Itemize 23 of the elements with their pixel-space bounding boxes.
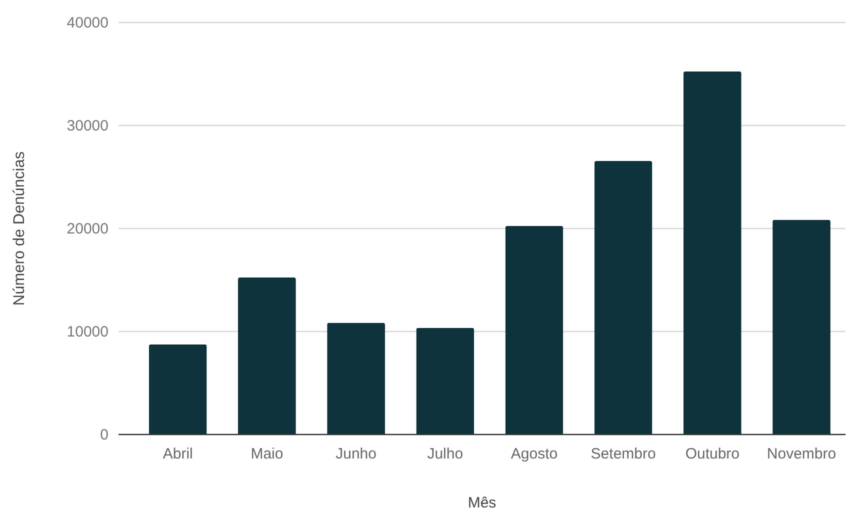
bar	[416, 328, 474, 434]
x-tick-label: Outubro	[685, 446, 740, 462]
x-tick-label: Julho	[427, 446, 464, 462]
bar	[505, 226, 564, 434]
y-tick-label: 30000	[66, 118, 108, 134]
bar	[238, 277, 296, 434]
bar	[683, 71, 742, 434]
y-tick-label: 10000	[66, 324, 108, 340]
bar	[148, 344, 207, 434]
x-tick-label: Setembro	[590, 446, 656, 462]
x-tick-label: Agosto	[510, 446, 558, 462]
y-tick-label: 0	[100, 426, 108, 444]
y-tick-label: 20000	[66, 220, 108, 238]
bar	[594, 161, 652, 434]
bar	[327, 322, 385, 434]
y-axis-title: Número de Denúncias	[10, 151, 28, 306]
x-tick-label: Maio	[250, 446, 284, 462]
bar	[772, 220, 830, 434]
x-axis-title: Mês	[468, 494, 496, 512]
y-tick-label: 40000	[66, 14, 108, 32]
x-tick-label: Abril	[162, 446, 193, 462]
x-tick-label: Novembro	[766, 446, 836, 462]
x-tick-label: Junho	[336, 446, 376, 462]
